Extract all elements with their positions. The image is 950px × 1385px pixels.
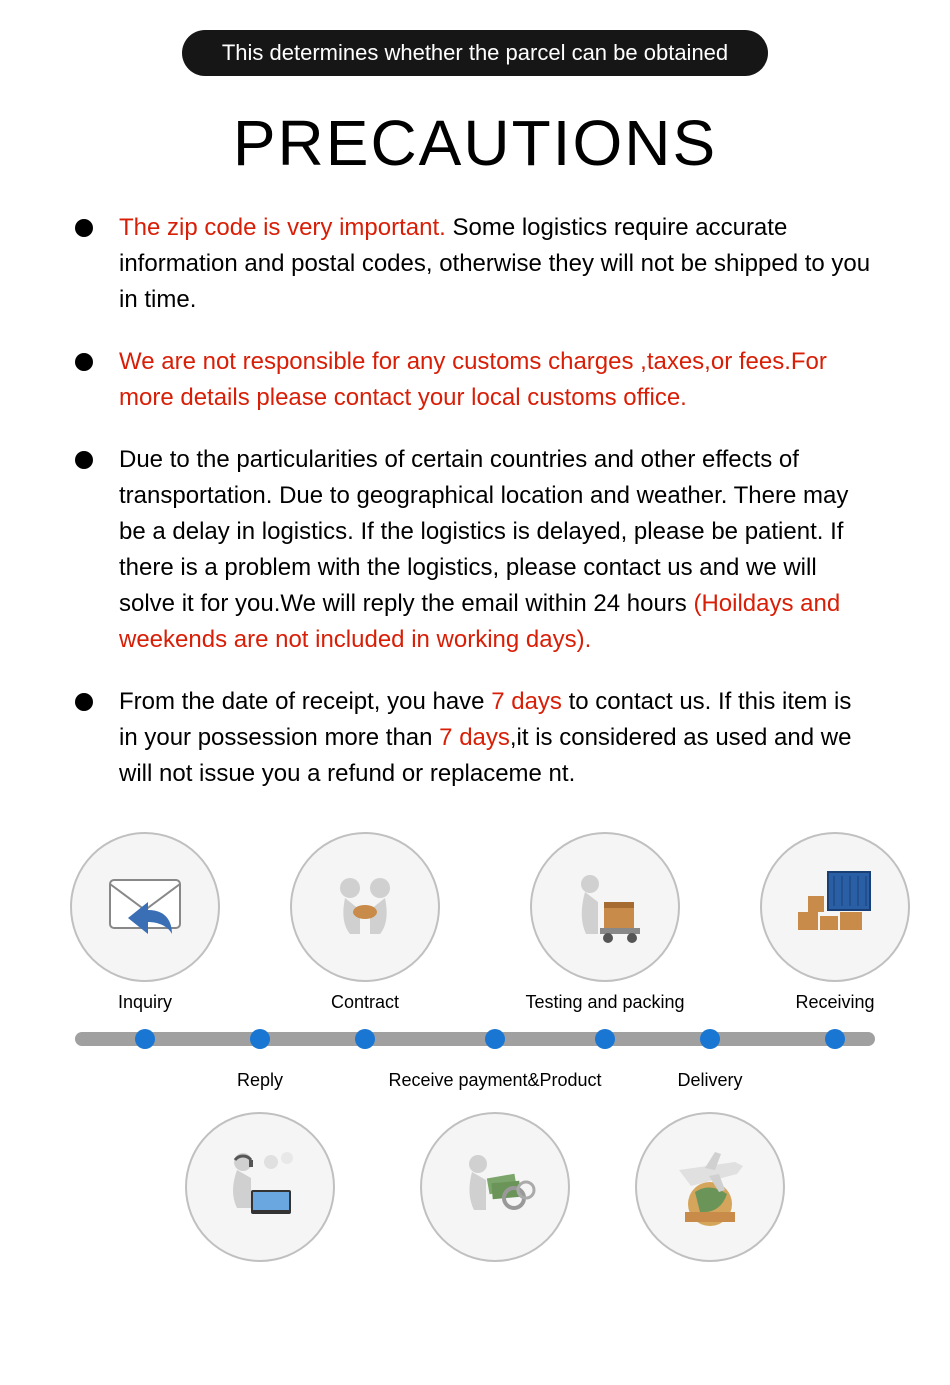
process-circle bbox=[70, 832, 220, 982]
process-label: Testing and packing bbox=[525, 992, 684, 1013]
bullet-dot bbox=[75, 693, 93, 711]
packing-icon bbox=[560, 862, 650, 952]
bullet-dot bbox=[75, 219, 93, 237]
bullet-dot bbox=[75, 353, 93, 371]
process-circle bbox=[185, 1112, 335, 1262]
process-label: Receiving bbox=[795, 992, 874, 1013]
timeline-bar bbox=[75, 1032, 875, 1046]
payment-icon bbox=[450, 1142, 540, 1232]
process-diagram: Inquiry Contract Testing and packing Receiv… bbox=[45, 822, 905, 1302]
bullet-item: Due to the particularities of certain co… bbox=[75, 442, 875, 658]
timeline-node bbox=[250, 1029, 270, 1049]
process-circle bbox=[760, 832, 910, 982]
banner: This determines whether the parcel can b… bbox=[182, 30, 768, 76]
timeline-node bbox=[355, 1029, 375, 1049]
bullet-text: The zip code is very important. Some log… bbox=[119, 210, 875, 318]
bullet-list: The zip code is very important. Some log… bbox=[0, 210, 950, 792]
process-circle bbox=[420, 1112, 570, 1262]
text-segment: From the date of receipt, you have bbox=[119, 688, 491, 715]
container-icon bbox=[790, 862, 880, 952]
process-label: Delivery bbox=[677, 1070, 742, 1091]
timeline-node bbox=[825, 1029, 845, 1049]
process-label: Inquiry bbox=[118, 992, 172, 1013]
timeline-node bbox=[135, 1029, 155, 1049]
bullet-text: Due to the particularities of certain co… bbox=[119, 442, 875, 658]
text-segment: The zip code is very important. bbox=[119, 214, 446, 241]
bullet-item: The zip code is very important. Some log… bbox=[75, 210, 875, 318]
text-segment: We are not responsible for any customs c… bbox=[119, 348, 827, 411]
page-title: PRECAUTIONS bbox=[0, 106, 950, 180]
plane-icon bbox=[665, 1142, 755, 1232]
timeline-node bbox=[485, 1029, 505, 1049]
bullet-item: From the date of receipt, you have 7 day… bbox=[75, 684, 875, 792]
text-segment: 7 days bbox=[439, 724, 510, 751]
bullet-dot bbox=[75, 451, 93, 469]
process-label: Reply bbox=[237, 1070, 283, 1091]
bullet-text: From the date of receipt, you have 7 day… bbox=[119, 684, 875, 792]
process-circle bbox=[290, 832, 440, 982]
process-label: Contract bbox=[331, 992, 399, 1013]
handshake-icon bbox=[320, 862, 410, 952]
process-circle bbox=[635, 1112, 785, 1262]
bullet-text: We are not responsible for any customs c… bbox=[119, 344, 875, 416]
process-circle bbox=[530, 832, 680, 982]
callcenter-icon bbox=[215, 1142, 305, 1232]
process-label: Receive payment&Product bbox=[388, 1070, 601, 1091]
mail-reply-icon bbox=[100, 862, 190, 952]
bullet-item: We are not responsible for any customs c… bbox=[75, 344, 875, 416]
text-segment: 7 days bbox=[491, 688, 562, 715]
timeline-node bbox=[595, 1029, 615, 1049]
timeline-node bbox=[700, 1029, 720, 1049]
